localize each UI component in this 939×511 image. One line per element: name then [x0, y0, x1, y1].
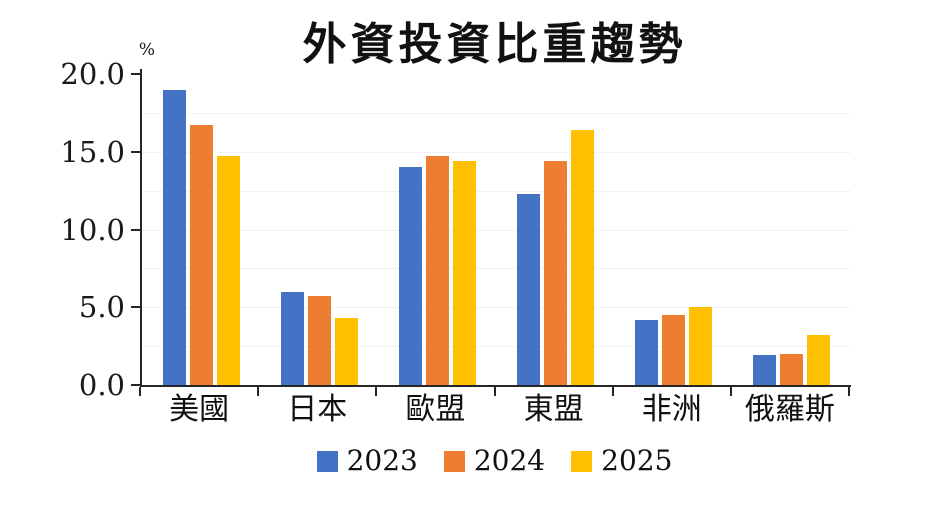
legend-item-2024: 2024: [443, 444, 546, 477]
bar-2024-非洲: [662, 315, 686, 385]
bar-2025-美國: [216, 156, 240, 385]
legend: 2023 2024 2025: [140, 441, 849, 481]
legend-item-2023: 2023: [316, 444, 418, 477]
plot-area: [140, 69, 851, 387]
y-tick: [131, 73, 140, 75]
bar-2024-美國: [189, 125, 213, 385]
gridline: [142, 151, 851, 153]
legend-swatch-2024: [443, 450, 465, 472]
chart-title: 外資投資比重趨勢: [302, 19, 687, 70]
bar-2023-歐盟: [398, 167, 422, 385]
gridline: [142, 268, 851, 270]
y-tick-label: 0.0: [78, 368, 125, 402]
x-tick: [257, 387, 260, 396]
x-tick: [493, 387, 496, 396]
gridline: [142, 229, 851, 231]
bar-2023-美國: [162, 89, 186, 385]
bar-2024-東盟: [544, 161, 568, 385]
bar-group-日本: [260, 291, 378, 385]
gridline: [142, 346, 851, 348]
bar-2023-日本: [280, 291, 304, 385]
bar-2023-俄羅斯: [753, 355, 777, 385]
bar-2024-俄羅斯: [780, 353, 804, 385]
x-category-label-日本: 日本: [287, 392, 348, 427]
bar-group-俄羅斯: [733, 335, 851, 385]
bar-2023-東盟: [517, 193, 541, 385]
x-tick: [611, 387, 614, 396]
x-category-label-東盟: 東盟: [523, 392, 584, 427]
y-tick: [131, 384, 140, 386]
bar-2025-日本: [334, 318, 358, 385]
legend-label-2024: 2024: [473, 444, 546, 477]
bar-group-美國: [142, 89, 260, 385]
legend-label-2025: 2025: [601, 444, 673, 477]
y-tick-label: 15.0: [60, 134, 125, 169]
y-tick: [131, 228, 140, 231]
bar-group-非洲: [615, 307, 733, 385]
x-tick: [139, 387, 141, 396]
bar-2023-非洲: [635, 319, 659, 385]
x-tick: [375, 387, 378, 396]
bar-2025-俄羅斯: [807, 335, 831, 385]
y-tick-label: 10.0: [60, 212, 125, 247]
gridline: [142, 307, 851, 309]
bar-group-歐盟: [378, 156, 496, 385]
x-category-label-歐盟: 歐盟: [405, 392, 466, 427]
y-tick: [131, 150, 140, 153]
bar-2024-歐盟: [425, 156, 449, 385]
y-axis-unit-label: %: [138, 40, 156, 60]
legend-swatch-2023: [316, 450, 338, 472]
gridline: [142, 112, 851, 114]
y-tick-label: 20.0: [60, 57, 125, 91]
bar-2024-日本: [307, 296, 331, 385]
legend-swatch-2025: [571, 450, 593, 472]
y-tick-label: 5.0: [78, 290, 125, 325]
x-category-label-美國: 美國: [169, 392, 230, 427]
x-category-label-俄羅斯: 俄羅斯: [744, 392, 835, 427]
x-tick: [729, 387, 732, 396]
legend-label-2023: 2023: [346, 444, 418, 477]
gridline: [142, 190, 851, 192]
y-tick: [131, 306, 140, 309]
bar-group-東盟: [497, 129, 615, 385]
x-tick: [848, 387, 850, 396]
bar-2025-東盟: [571, 129, 595, 385]
x-category-label-非洲: 非洲: [641, 392, 702, 427]
bar-2025-非洲: [689, 307, 713, 385]
legend-item-2025: 2025: [571, 445, 672, 477]
bar-2025-歐盟: [452, 161, 476, 385]
